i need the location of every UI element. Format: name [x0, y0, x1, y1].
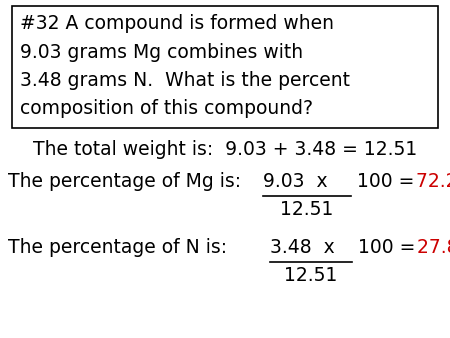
Bar — [12, 6, 438, 128]
Text: #32 A compound is formed when: #32 A compound is formed when — [20, 14, 334, 33]
Text: The percentage of Mg is:: The percentage of Mg is: — [8, 172, 253, 191]
Text: composition of this compound?: composition of this compound? — [20, 99, 313, 119]
Text: The total weight is:  9.03 + 3.48 = 12.51: The total weight is: 9.03 + 3.48 = 12.51 — [33, 140, 417, 159]
Text: 12.51: 12.51 — [280, 200, 334, 219]
Text: 72.2 %: 72.2 % — [416, 172, 450, 191]
Text: 9.03 grams Mg combines with: 9.03 grams Mg combines with — [20, 43, 303, 62]
Text: The percentage of N is:: The percentage of N is: — [8, 238, 239, 257]
Text: 100 =: 100 = — [351, 172, 420, 191]
Text: 100 =: 100 = — [352, 238, 421, 257]
Text: 27.8 %: 27.8 % — [417, 238, 450, 257]
Text: 9.03  x: 9.03 x — [263, 172, 328, 191]
Text: 12.51: 12.51 — [284, 266, 338, 285]
Text: 3.48  x: 3.48 x — [270, 238, 335, 257]
Text: 3.48 grams N.  What is the percent: 3.48 grams N. What is the percent — [20, 71, 350, 90]
